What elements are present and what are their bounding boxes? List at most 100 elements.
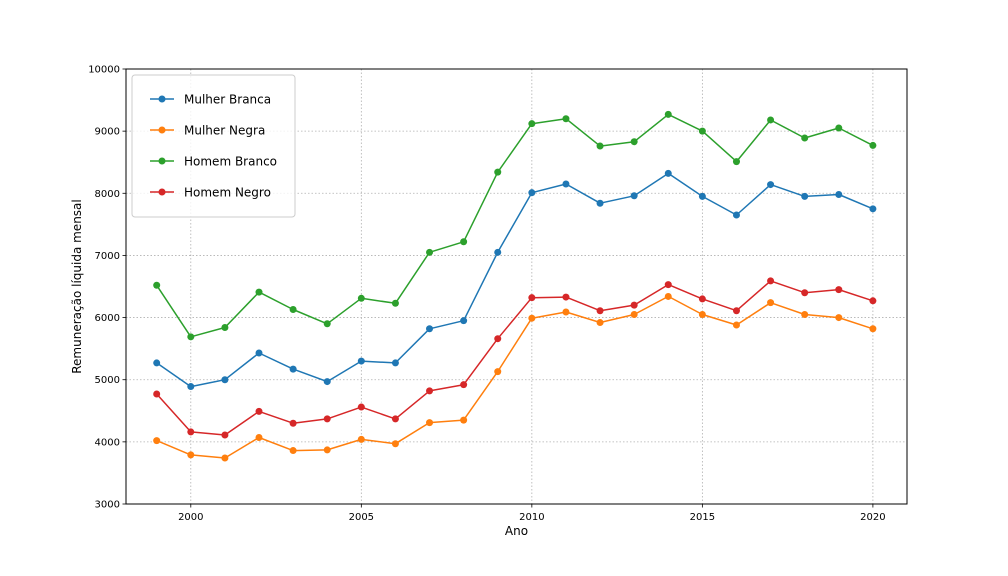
data-point-homem-negro bbox=[528, 294, 536, 302]
data-point-homem-negro bbox=[391, 415, 399, 423]
data-point-mulher-branca bbox=[767, 181, 775, 189]
data-point-homem-branco bbox=[391, 299, 399, 307]
data-point-homem-negro bbox=[187, 428, 195, 436]
series-homem-negro bbox=[153, 277, 877, 439]
data-point-mulher-branca bbox=[698, 192, 706, 200]
series-mulher-branca bbox=[153, 169, 877, 391]
data-point-homem-branco bbox=[289, 305, 297, 313]
data-point-homem-branco bbox=[596, 142, 604, 150]
data-point-homem-branco bbox=[153, 281, 161, 289]
y-tick-label: 8000 bbox=[95, 189, 120, 200]
data-point-homem-branco bbox=[664, 110, 672, 118]
data-point-homem-branco bbox=[357, 294, 365, 302]
y-tick-label: 7000 bbox=[95, 251, 120, 262]
data-point-mulher-negra bbox=[494, 368, 502, 376]
series-line-homem-branco bbox=[156, 113, 874, 338]
data-point-homem-negro bbox=[494, 335, 502, 343]
data-point-homem-negro bbox=[732, 307, 740, 315]
data-point-mulher-branca bbox=[187, 383, 195, 391]
y-tick-label: 10000 bbox=[88, 65, 120, 76]
data-point-mulher-negra bbox=[732, 321, 740, 329]
data-point-mulher-negra bbox=[835, 314, 843, 322]
x-tick-label: 2020 bbox=[860, 512, 885, 523]
data-point-homem-negro bbox=[869, 297, 877, 305]
data-point-mulher-branca bbox=[664, 169, 672, 177]
legend-marker-mulher-negra bbox=[158, 126, 166, 134]
data-point-mulher-branca bbox=[801, 192, 809, 200]
data-point-mulher-branca bbox=[835, 191, 843, 199]
series-line-homem-negro bbox=[156, 280, 874, 436]
data-point-homem-branco bbox=[835, 124, 843, 132]
data-point-mulher-negra bbox=[391, 440, 399, 448]
legend-marker-homem-branco bbox=[158, 157, 166, 165]
data-point-homem-branco bbox=[255, 288, 263, 296]
data-point-homem-branco bbox=[562, 115, 570, 123]
y-tick-label: 9000 bbox=[95, 127, 120, 138]
data-point-mulher-negra bbox=[596, 319, 604, 327]
data-point-mulher-branca bbox=[153, 359, 161, 367]
data-point-homem-branco bbox=[767, 116, 775, 124]
series-mulher-negra bbox=[153, 292, 877, 462]
legend-marker-mulher-branca bbox=[158, 95, 166, 103]
legend-item-mulher-negra: Mulher Negra bbox=[150, 124, 265, 138]
y-tick-label: 3000 bbox=[95, 500, 120, 511]
series-layer bbox=[153, 110, 877, 462]
series-line-mulher-negra bbox=[156, 295, 874, 459]
data-point-mulher-negra bbox=[323, 446, 331, 454]
data-point-homem-negro bbox=[460, 381, 468, 389]
data-point-mulher-branca bbox=[289, 365, 297, 373]
data-point-homem-negro bbox=[426, 387, 434, 395]
data-point-homem-negro bbox=[630, 301, 638, 309]
legend-box bbox=[131, 74, 296, 218]
data-point-mulher-negra bbox=[528, 314, 536, 322]
data-point-mulher-branca bbox=[426, 325, 434, 333]
data-point-mulher-negra bbox=[255, 434, 263, 442]
data-point-homem-negro bbox=[562, 293, 570, 301]
legend-label-homem-negro: Homem Negro bbox=[184, 186, 271, 200]
data-point-homem-negro bbox=[698, 295, 706, 303]
data-point-mulher-branca bbox=[494, 248, 502, 256]
data-point-homem-branco bbox=[528, 120, 536, 128]
data-point-mulher-branca bbox=[357, 357, 365, 365]
data-point-homem-negro bbox=[221, 431, 229, 439]
legend-item-homem-branco: Homem Branco bbox=[150, 155, 277, 169]
data-point-homem-branco bbox=[732, 158, 740, 166]
x-tick-label: 2010 bbox=[519, 512, 544, 523]
data-point-homem-negro bbox=[596, 307, 604, 315]
data-point-mulher-branca bbox=[391, 359, 399, 367]
data-point-homem-negro bbox=[323, 415, 331, 423]
data-point-mulher-negra bbox=[698, 310, 706, 318]
data-point-mulher-branca bbox=[869, 205, 877, 213]
data-point-homem-branco bbox=[630, 138, 638, 146]
data-point-homem-negro bbox=[767, 277, 775, 285]
data-point-mulher-negra bbox=[869, 325, 877, 333]
data-point-homem-negro bbox=[357, 403, 365, 411]
data-point-mulher-branca bbox=[596, 199, 604, 207]
series-homem-branco bbox=[153, 110, 877, 341]
data-point-mulher-negra bbox=[187, 451, 195, 459]
data-point-mulher-negra bbox=[357, 435, 365, 443]
data-point-mulher-negra bbox=[630, 310, 638, 318]
data-point-mulher-branca bbox=[255, 349, 263, 357]
data-point-mulher-negra bbox=[460, 416, 468, 424]
legend-marker-homem-negro bbox=[158, 188, 166, 196]
data-point-mulher-branca bbox=[562, 180, 570, 188]
x-axis-label: Ano bbox=[505, 524, 528, 538]
data-point-mulher-negra bbox=[221, 454, 229, 462]
data-point-mulher-negra bbox=[289, 447, 297, 455]
data-point-mulher-negra bbox=[426, 419, 434, 427]
data-point-mulher-negra bbox=[801, 310, 809, 318]
data-point-homem-branco bbox=[494, 168, 502, 176]
data-point-homem-negro bbox=[289, 419, 297, 427]
data-point-mulher-negra bbox=[664, 292, 672, 300]
data-point-homem-branco bbox=[187, 333, 195, 341]
data-point-homem-branco bbox=[221, 324, 229, 332]
data-point-mulher-branca bbox=[630, 192, 638, 200]
data-point-mulher-branca bbox=[323, 378, 331, 386]
data-point-mulher-negra bbox=[767, 299, 775, 307]
legend-item-homem-negro: Homem Negro bbox=[150, 186, 271, 200]
data-point-homem-branco bbox=[426, 248, 434, 256]
data-point-homem-branco bbox=[698, 127, 706, 135]
data-point-mulher-negra bbox=[562, 308, 570, 316]
legend-label-homem-branco: Homem Branco bbox=[184, 155, 277, 169]
